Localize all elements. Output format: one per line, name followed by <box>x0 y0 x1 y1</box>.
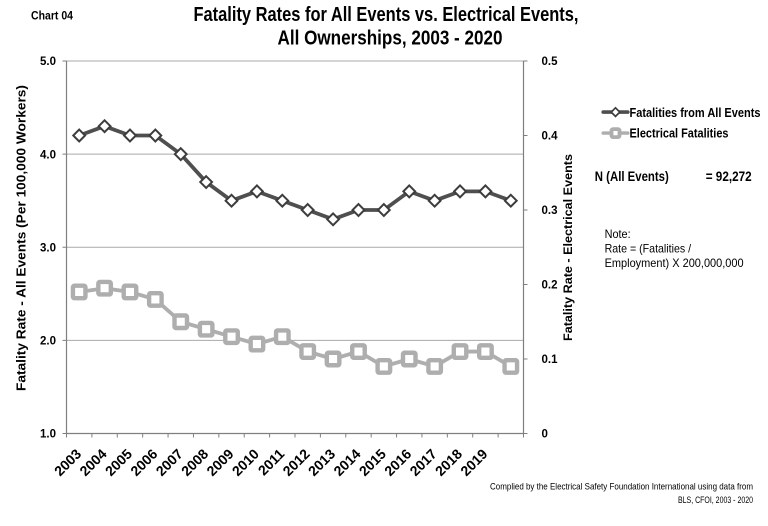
svg-text:Note:: Note: <box>605 227 631 241</box>
svg-text:0.3: 0.3 <box>542 205 558 217</box>
svg-text:Fatality Rate - Electrical Eve: Fatality Rate - Electrical Events <box>561 154 575 341</box>
svg-text:Employment) X 200,000,000: Employment) X 200,000,000 <box>605 256 744 270</box>
svg-text:Chart 04: Chart 04 <box>31 9 73 23</box>
svg-text:5.0: 5.0 <box>40 56 56 68</box>
svg-text:4.0: 4.0 <box>40 149 56 161</box>
svg-text:BLS, CFOI, 2003 - 2020: BLS, CFOI, 2003 - 2020 <box>678 495 753 506</box>
svg-text:Fatality Rate - All Events (Pe: Fatality Rate - All Events (Per 100,000 … <box>13 85 28 391</box>
svg-text:Electrical Fatalities: Electrical Fatalities <box>630 126 729 141</box>
svg-text:Fatalities from All Events: Fatalities from All Events <box>630 105 761 120</box>
svg-text:N (All Events): N (All Events) <box>595 168 669 184</box>
svg-text:3.0: 3.0 <box>40 242 56 254</box>
svg-text:0.1: 0.1 <box>542 354 559 366</box>
svg-text:0.2: 0.2 <box>542 280 558 292</box>
svg-text:1.0: 1.0 <box>40 429 56 441</box>
svg-text:0: 0 <box>542 429 548 441</box>
svg-text:Rate = (Fatalities /: Rate = (Fatalities / <box>605 242 692 256</box>
svg-text:All Ownerships, 2003 - 2020: All Ownerships, 2003 - 2020 <box>278 28 503 50</box>
svg-text:0.4: 0.4 <box>542 131 559 143</box>
svg-text:Fatality Rates for All Events: Fatality Rates for All Events vs. Electr… <box>194 4 579 26</box>
svg-text:0.5: 0.5 <box>542 56 559 68</box>
svg-text:= 92,272: = 92,272 <box>706 168 752 184</box>
svg-text:2.0: 2.0 <box>40 336 56 348</box>
svg-text:Complied by the Electrical Saf: Complied by the Electrical Safety Founda… <box>490 482 753 493</box>
